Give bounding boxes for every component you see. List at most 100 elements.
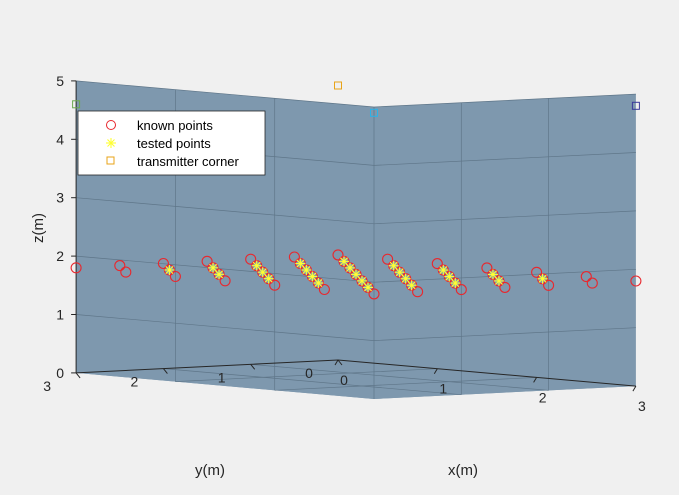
z-grid-line	[373, 327, 636, 341]
y-tick-label: 2	[131, 374, 139, 390]
known-point	[455, 284, 467, 296]
y-axis-line	[76, 359, 339, 374]
tested-point	[164, 264, 175, 275]
known-point	[201, 255, 213, 267]
known-point	[70, 262, 82, 274]
y-axis-label: y(m)	[195, 462, 225, 479]
tested-point	[357, 275, 367, 286]
tested-point	[307, 271, 318, 282]
x-grid-line	[175, 368, 438, 382]
z-grid-line	[373, 93, 636, 108]
legend-marker-tested-points	[106, 138, 116, 148]
known-point	[169, 270, 181, 283]
legend-marker-known-points	[106, 120, 116, 130]
x-tick-label: 0	[340, 372, 348, 388]
y-tick-label: 3	[43, 378, 51, 394]
y-tick-mark	[75, 372, 81, 379]
known-point	[412, 286, 424, 298]
known-point	[114, 260, 126, 272]
tested-point	[493, 275, 504, 286]
z-grid-line	[373, 210, 636, 225]
x-tick-label: 3	[638, 398, 646, 414]
z-tick-label: 3	[56, 190, 64, 206]
known-point	[580, 271, 592, 283]
data-points	[70, 81, 642, 300]
transmitter-corner-point	[370, 108, 378, 117]
y-tick-label: 1	[218, 369, 226, 385]
tested-point	[394, 267, 405, 278]
z-grid-line	[76, 314, 375, 341]
tested-point	[537, 273, 548, 284]
known-point	[586, 277, 598, 289]
tested-point	[444, 271, 455, 282]
x-tick-mark	[334, 359, 339, 366]
z-grid-line	[76, 80, 375, 108]
tested-point	[301, 265, 312, 276]
tested-point	[295, 258, 306, 269]
x-tick-mark	[533, 377, 538, 383]
known-point	[318, 283, 330, 296]
tested-point	[345, 262, 355, 273]
x-tick-label: 2	[539, 389, 547, 405]
tested-point	[251, 260, 262, 271]
tested-point	[450, 278, 461, 289]
x-tick-mark	[632, 385, 637, 392]
axis-lines	[71, 80, 637, 392]
z-grid-line	[76, 197, 375, 225]
known-point	[219, 275, 231, 287]
known-point	[332, 249, 344, 261]
tested-point	[214, 269, 225, 280]
x-grid-line	[274, 377, 537, 391]
known-point	[269, 279, 281, 291]
transmitter-corner-point	[72, 100, 81, 109]
y-grid-line	[163, 368, 462, 396]
y-tick-mark	[250, 363, 256, 370]
z-tick-label: 4	[56, 131, 64, 147]
tested-point	[339, 256, 349, 267]
y-tick-label: 0	[305, 365, 313, 381]
x-tick-mark	[433, 368, 438, 374]
right-back-pane	[374, 94, 636, 399]
known-point	[481, 262, 493, 274]
tested-point	[208, 262, 219, 273]
known-point	[120, 266, 132, 278]
x-axis-label: x(m)	[448, 462, 478, 479]
transmitter-corner-point	[334, 81, 342, 90]
x-axis-line	[337, 359, 636, 387]
y-tick-mark	[163, 368, 168, 374]
tested-point	[263, 273, 274, 284]
known-point	[543, 279, 555, 291]
tested-point	[400, 273, 411, 284]
known-point	[499, 281, 511, 293]
known-point	[288, 251, 300, 263]
z-grid-line	[76, 255, 375, 283]
y-tick-mark	[337, 359, 343, 366]
z-tick-label: 5	[56, 73, 64, 89]
known-point	[531, 266, 543, 278]
legend-marker-transmitter-corner	[106, 156, 115, 165]
legend-label-tested-points: tested points	[137, 136, 211, 151]
tested-point	[438, 265, 449, 276]
z-grid-line	[373, 152, 636, 166]
transmitter-corner-point	[631, 101, 640, 110]
y-grid-line	[250, 363, 549, 391]
z-tick-label: 0	[56, 365, 64, 381]
tested-point	[257, 267, 268, 278]
known-point	[245, 253, 257, 265]
z-axis-label: z(m)	[30, 213, 47, 243]
z-tick-label: 2	[56, 248, 64, 264]
tested-point	[351, 269, 361, 280]
tested-point	[388, 260, 399, 271]
known-point	[630, 275, 642, 287]
known-point	[157, 257, 169, 270]
tested-point	[487, 269, 498, 280]
z-tick-label: 1	[56, 307, 64, 323]
tested-point	[406, 280, 417, 291]
known-point	[431, 258, 443, 270]
known-point	[368, 288, 380, 300]
legend: known points tested points transmitter c…	[77, 110, 266, 176]
z-grid-line	[373, 268, 636, 283]
known-point	[382, 253, 394, 265]
